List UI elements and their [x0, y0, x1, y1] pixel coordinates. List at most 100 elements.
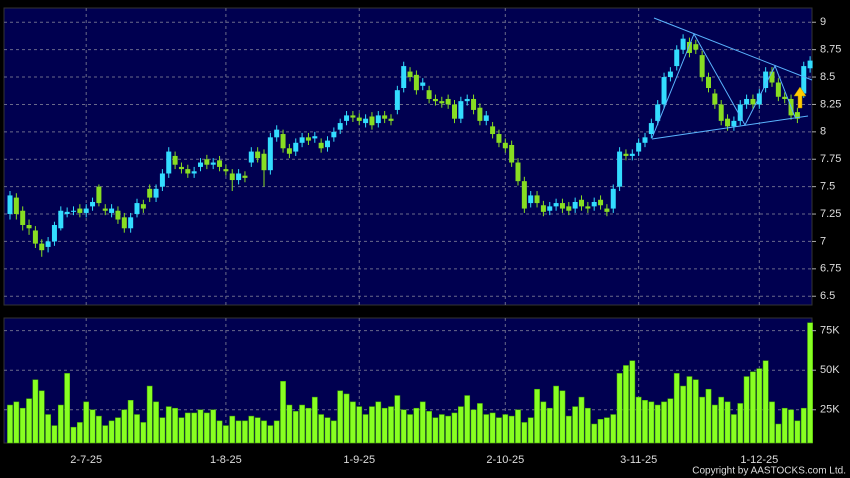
volume-bar: [451, 412, 458, 444]
y-tick-label: 7.25: [820, 208, 841, 220]
volume-bar: [356, 406, 363, 444]
volume-bar: [756, 368, 763, 444]
candle-body: [172, 155, 178, 165]
candle-body: [375, 115, 381, 124]
volume-bar: [477, 403, 483, 444]
candle-body: [102, 208, 108, 211]
candle-body: [331, 131, 337, 138]
candle-body: [509, 144, 515, 163]
volume-bar: [7, 404, 13, 444]
candle-body: [623, 153, 629, 156]
volume-bar: [369, 406, 375, 444]
volume-bar: [591, 423, 598, 444]
volume-bar: [483, 414, 490, 444]
candle-body: [255, 151, 261, 159]
volume-bar: [724, 401, 731, 444]
volume-bar: [324, 417, 331, 444]
volume-bar: [216, 420, 223, 444]
candle-body: [490, 126, 496, 135]
volume-bar: [223, 425, 229, 444]
candle-body: [223, 169, 229, 172]
candle-body: [337, 123, 343, 130]
volume-bar: [134, 414, 140, 444]
candle-body: [636, 142, 642, 152]
candle-body: [210, 162, 216, 165]
candle-body: [236, 173, 242, 181]
candle-body: [712, 93, 718, 105]
candle-body: [528, 195, 534, 204]
candle-body: [477, 107, 483, 121]
candle-body: [229, 173, 235, 181]
volume-bar: [610, 414, 617, 444]
volume-bar: [794, 420, 801, 444]
candle-body: [325, 140, 330, 148]
candle-body: [559, 203, 565, 209]
candle-body: [185, 169, 191, 174]
volume-bar: [585, 407, 591, 444]
volume-bar: [235, 420, 242, 444]
y-tick-label: 8.5: [820, 71, 835, 83]
y-tick-label: 6.5: [820, 290, 835, 302]
candle-body: [39, 243, 45, 251]
volume-bar: [597, 419, 604, 444]
volume-bar: [89, 409, 96, 444]
volume-bar: [527, 417, 534, 444]
volume-bar: [438, 414, 445, 444]
x-tick-label: 3-11-25: [620, 454, 657, 466]
volume-bar: [699, 396, 705, 444]
volume-bar: [305, 407, 312, 444]
candle-body: [604, 208, 610, 212]
candle-body: [566, 206, 572, 211]
volume-bar: [350, 401, 356, 444]
candle-body: [77, 208, 83, 213]
candle-body: [471, 98, 477, 110]
volume-bar: [400, 409, 407, 444]
volume-bar: [534, 388, 540, 444]
volume-bar: [280, 381, 286, 444]
volume-bar: [273, 420, 280, 444]
candle-body: [502, 142, 508, 149]
candle-body: [445, 98, 451, 105]
volume-bar: [286, 404, 293, 444]
candle-body: [191, 171, 197, 174]
candle-body: [794, 112, 800, 119]
y-tick-label: 8.75: [820, 44, 841, 56]
volume-bar: [121, 409, 128, 444]
volume-bar: [553, 385, 559, 444]
candle-body: [13, 197, 19, 215]
volume-bar: [127, 400, 134, 444]
candle-body: [109, 208, 115, 213]
copyright: Copyright by AASTOCKS.com Ltd.: [692, 466, 846, 477]
volume-bar: [19, 407, 26, 444]
volume-bar: [629, 360, 636, 444]
volume-bar: [508, 415, 515, 444]
candle-body: [413, 74, 419, 91]
candle-body: [166, 151, 172, 174]
candle-body: [45, 241, 51, 247]
volume-bar: [64, 373, 71, 444]
candle-body: [807, 60, 813, 69]
candle-body: [515, 162, 521, 182]
volume-bar: [210, 409, 217, 444]
volume-bar: [146, 385, 153, 444]
candle-body: [769, 71, 775, 83]
candle-body: [299, 137, 305, 143]
volume-bar: [426, 411, 432, 444]
volume-bar: [496, 417, 502, 444]
volume-bar: [731, 414, 737, 444]
volume-bar: [800, 407, 807, 444]
candle-body: [458, 101, 464, 119]
candle-body: [534, 195, 540, 204]
candle-body: [159, 173, 165, 187]
volume-bar: [261, 420, 267, 444]
volume-bar: [654, 404, 661, 444]
volume-bar: [775, 423, 782, 444]
candle-body: [598, 199, 604, 206]
candle-body: [64, 211, 70, 215]
volume-bar: [394, 395, 401, 444]
volume-bar: [623, 365, 629, 444]
x-tick-label: 1-8-25: [210, 454, 242, 466]
volume-bar: [572, 406, 578, 444]
candle-body: [629, 153, 635, 156]
volume-bar: [432, 417, 439, 444]
